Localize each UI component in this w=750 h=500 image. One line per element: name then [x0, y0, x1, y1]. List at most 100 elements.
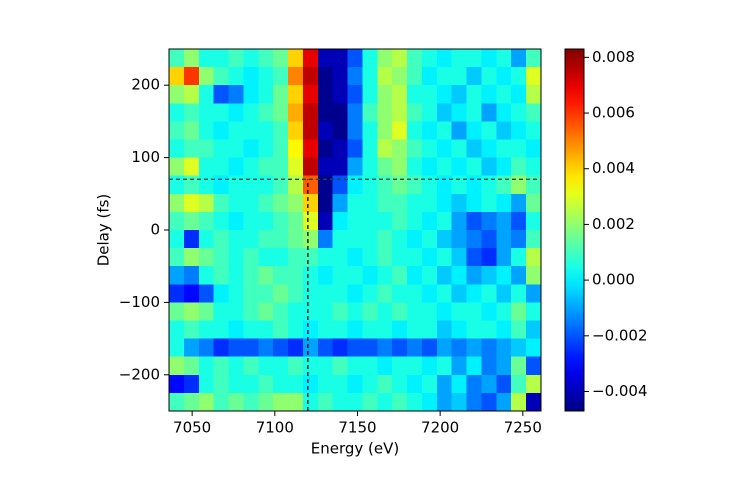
heatmap-cell	[169, 139, 185, 158]
heatmap-cell	[213, 320, 229, 339]
heatmap-cell	[243, 338, 259, 358]
heatmap-cell	[481, 248, 497, 267]
heatmap-cell	[302, 392, 319, 412]
heatmap-cell	[511, 49, 527, 68]
heatmap-cell	[466, 266, 482, 285]
heatmap-cell	[258, 356, 274, 376]
heatmap-cell	[317, 392, 334, 412]
heatmap-cell	[213, 374, 229, 394]
heatmap-cell	[481, 266, 497, 285]
heatmap-cell	[466, 103, 482, 122]
heatmap-cell	[213, 193, 229, 213]
heatmap-cell	[481, 230, 497, 249]
heatmap-cell	[496, 356, 512, 376]
heatmap-cell	[317, 266, 334, 285]
heatmap-cell	[258, 85, 274, 104]
heatmap-cell	[183, 320, 200, 339]
heatmap-cell	[421, 266, 438, 285]
heatmap-cell	[362, 67, 378, 86]
heatmap-cell	[526, 211, 542, 231]
colorbar-tick-label: 0.008	[592, 48, 635, 66]
heatmap-cell	[526, 230, 542, 249]
heatmap-cell	[466, 284, 482, 303]
heatmap-cell	[377, 139, 393, 158]
heatmap-cell	[451, 356, 467, 376]
heatmap-cell	[302, 338, 319, 358]
heatmap-cell	[169, 157, 185, 177]
colorbar-tick-label: 0.002	[592, 215, 635, 233]
heatmap-cell	[288, 302, 304, 321]
heatmap-cell	[243, 320, 259, 339]
y-tick-label: 0	[150, 221, 160, 239]
heatmap-cell	[451, 338, 467, 358]
heatmap-cell	[317, 175, 334, 195]
heatmap-cell	[362, 193, 378, 213]
heatmap-cell	[377, 193, 393, 213]
heatmap-cell	[377, 374, 393, 394]
heatmap-cell	[362, 320, 378, 339]
heatmap-cell	[496, 374, 512, 394]
heatmap-cell	[377, 266, 393, 285]
heatmap-cell	[392, 284, 408, 303]
heatmap-cell	[198, 175, 215, 195]
heatmap-cell	[347, 103, 363, 122]
heatmap-cell	[288, 85, 304, 104]
heatmap-cell	[258, 302, 274, 321]
heatmap-cell	[481, 103, 497, 122]
heatmap-cell	[377, 211, 393, 231]
heatmap-cell	[451, 139, 467, 158]
heatmap-cell	[273, 320, 289, 339]
heatmap-cell	[362, 356, 378, 376]
heatmap-cell	[288, 338, 304, 358]
heatmap-cell	[213, 139, 229, 158]
heatmap-cell	[511, 356, 527, 376]
heatmap-cell	[183, 85, 200, 104]
heatmap-cell	[362, 284, 378, 303]
heatmap-cell	[481, 374, 497, 394]
heatmap-cell	[302, 284, 319, 303]
heatmap-cell	[288, 248, 304, 267]
heatmap-cell	[169, 211, 185, 231]
heatmap-cell	[243, 211, 259, 231]
heatmap-cell	[362, 266, 378, 285]
heatmap-cell	[407, 338, 423, 358]
heatmap-cell	[421, 338, 438, 358]
heatmap-cell	[183, 392, 200, 412]
heatmap-cell	[451, 49, 467, 68]
heatmap-cell	[511, 374, 527, 394]
heatmap-cell	[436, 67, 453, 86]
heatmap-cell	[421, 230, 438, 249]
heatmap-cell	[496, 85, 512, 104]
heatmap-cell	[466, 392, 482, 412]
heatmap-cell	[317, 103, 334, 122]
x-tick-label: 7200	[421, 419, 459, 437]
heatmap-cell	[377, 320, 393, 339]
heatmap-cell	[436, 139, 453, 158]
heatmap-cell	[183, 121, 200, 140]
heatmap-cell	[243, 248, 259, 267]
heatmap-cell	[466, 139, 482, 158]
heatmap-cell	[169, 121, 185, 140]
heatmap-cell	[169, 230, 185, 249]
heatmap-cell	[243, 392, 259, 412]
heatmap-cell	[243, 374, 259, 394]
heatmap-cell	[228, 302, 244, 321]
heatmap-cell	[526, 266, 542, 285]
heatmap-cell	[451, 85, 467, 104]
heatmap-cell	[451, 302, 467, 321]
heatmap-cell	[183, 193, 200, 213]
heatmap-cell	[213, 67, 229, 86]
heatmap-cell	[436, 356, 453, 376]
heatmap-cell	[407, 266, 423, 285]
heatmap-cell	[243, 157, 259, 177]
heatmap-cell	[511, 157, 527, 177]
heatmap-cell	[288, 157, 304, 177]
heatmap-cell	[183, 139, 200, 158]
heatmap-cell	[198, 356, 215, 376]
heatmap-cell	[273, 49, 289, 68]
heatmap-cell	[377, 49, 393, 68]
heatmap-cell	[481, 284, 497, 303]
heatmap-cell	[258, 374, 274, 394]
heatmap-cell	[332, 67, 348, 86]
